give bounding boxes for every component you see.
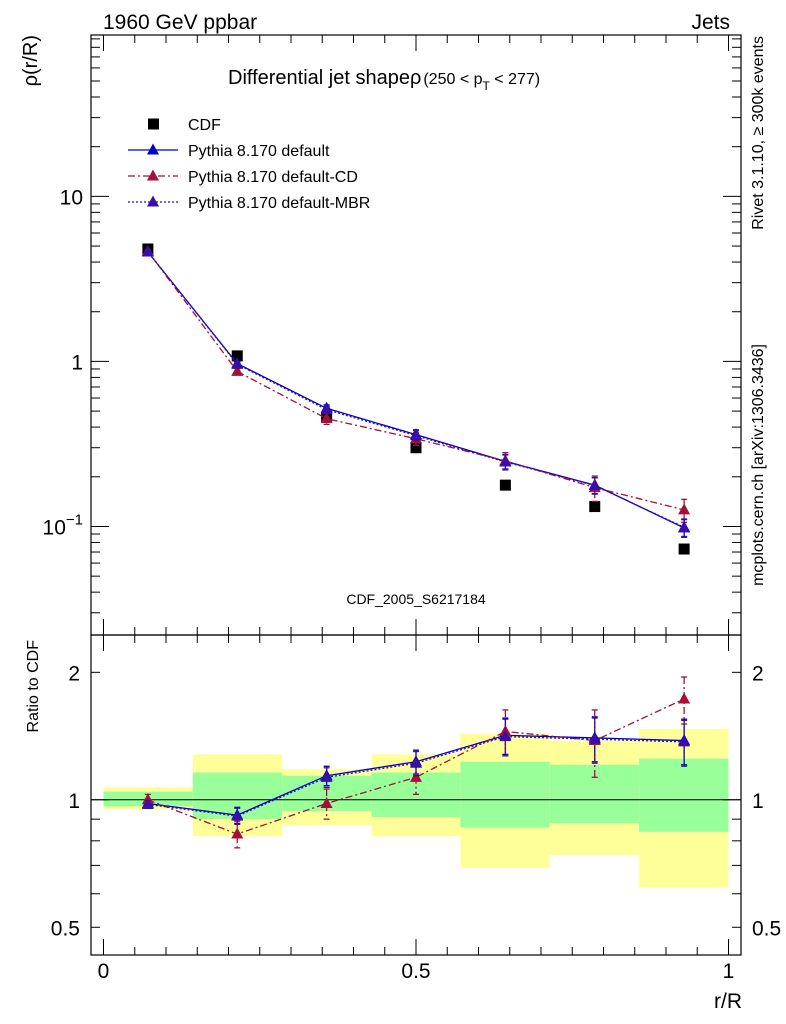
- panel1-series-1-point-6: [678, 692, 691, 704]
- panel1-series-2: [141, 717, 691, 825]
- panel1-ytick-label-1: 1: [68, 790, 80, 813]
- panel1-ytick-label-right-1: 1: [752, 790, 764, 813]
- main-title-range: (250 < p: [423, 71, 482, 88]
- panel1-ytick-label-2: 0.5: [51, 917, 80, 940]
- panel0-series-0-point-3: [410, 442, 422, 454]
- panel0-ytick-label-1: 1: [71, 351, 83, 374]
- panel0-series-3-point-5: [588, 479, 601, 491]
- panel0-ytick-label-2-exp: −1: [66, 511, 83, 528]
- header-energy: 1960 GeV ppbar: [103, 11, 257, 34]
- panel0-series-3-point-1: [231, 357, 244, 369]
- legend-entry-0: CDF: [148, 117, 221, 134]
- panel0-series-0: [142, 243, 690, 555]
- panel1-series-2-point-6: [678, 735, 691, 747]
- panel1-series-2-point-0: [141, 797, 154, 809]
- band-green-6: [639, 758, 729, 832]
- ratio-ylabel: Ratio to CDF: [25, 640, 42, 733]
- panel0-series-2: [141, 244, 691, 523]
- panel1-series-1-point-1: [231, 827, 244, 839]
- panel0-series-3-point-2: [320, 403, 333, 415]
- legend-entry-3: Pythia 8.170 default-MBR: [128, 195, 370, 212]
- panel0-series-0-point-1: [231, 350, 243, 362]
- legend: CDF Pythia 8.170 default Pythia 8.170 defa…: [128, 117, 370, 212]
- legend-entry-0-marker: [148, 118, 159, 130]
- xtick-label-1: 0.5: [401, 960, 430, 983]
- panel0-series-3-line: [147, 251, 685, 528]
- x-axis-label: r/R: [714, 990, 742, 1013]
- panel0-series-2-point-2: [320, 412, 333, 424]
- panel0-series-3-point-0: [141, 245, 154, 257]
- panel1-series-2-point-4: [499, 730, 512, 742]
- panel1-series-2-point-3: [410, 756, 422, 768]
- legend-entry-2-label: Pythia 8.170 default-CD: [188, 169, 358, 186]
- main-title-sub: T: [483, 79, 491, 93]
- panel0-series-2-line: [147, 250, 685, 511]
- panel0-series-0-point-4: [499, 479, 511, 491]
- panel1-ytick-label-0: 2: [68, 662, 80, 685]
- legend-entry-2: Pythia 8.170 default-CD: [128, 169, 358, 186]
- band-green-4: [460, 761, 550, 828]
- panel0-series-3: [141, 245, 691, 538]
- xtick-label-0: 0: [98, 960, 110, 983]
- panel0-ytick-label-2: 10−1: [43, 511, 83, 539]
- panel1-series-2-point-5: [588, 732, 601, 744]
- panel1-ytick-label-right-0: 2: [752, 662, 764, 685]
- rivet-label: Rivet 3.1.10, ≥ 300k events: [750, 36, 767, 230]
- legend-entry-2-marker: [147, 169, 159, 181]
- panel0-series-0-point-5: [589, 501, 601, 513]
- legend-entry-1-marker: [147, 143, 159, 155]
- data-series: [141, 243, 691, 849]
- legend-entry-1: Pythia 8.170 default: [128, 143, 330, 160]
- panel0-series-3-point-4: [499, 455, 512, 467]
- legend-entry-1-label: Pythia 8.170 default: [188, 143, 330, 160]
- header-process: Jets: [691, 11, 730, 34]
- panel1-series-2-point-1: [231, 809, 244, 821]
- main-ylabel: ρ(r/R): [20, 35, 42, 86]
- panel0-series-2-point-1: [231, 364, 244, 376]
- legend-entry-0-label: CDF: [188, 117, 221, 134]
- main-title: Differential jet shapeρ (250 < pT < 277): [228, 67, 540, 93]
- panel1-series-2-point-2: [320, 770, 333, 782]
- main-title-end: < 277): [490, 71, 540, 88]
- panel0-series-1: [141, 245, 691, 538]
- panel1-series-1-point-2: [320, 797, 333, 809]
- panel0-series-2-point-6: [678, 503, 691, 515]
- legend-entry-3-label: Pythia 8.170 default-MBR: [188, 195, 370, 212]
- xtick-label-2: 1: [723, 960, 735, 983]
- panel0-series-0-point-6: [678, 543, 690, 555]
- panel0-series-3-point-3: [410, 429, 422, 441]
- analysis-id: CDF_2005_S6217184: [346, 591, 486, 607]
- legend-entry-3-marker: [147, 195, 159, 207]
- panel0-series-1-line: [147, 251, 685, 529]
- panel0-ytick-label-0: 10: [60, 186, 83, 209]
- panel0-ytick-label-2-base: 10: [43, 516, 66, 539]
- panel0-series-3-point-6: [678, 520, 691, 532]
- mcplots-label: mcplots.cern.ch [arXiv:1306.3436]: [750, 344, 767, 586]
- panel1-ytick-label-right-2: 0.5: [752, 917, 781, 940]
- main-title-text: Differential jet shapeρ: [228, 67, 421, 89]
